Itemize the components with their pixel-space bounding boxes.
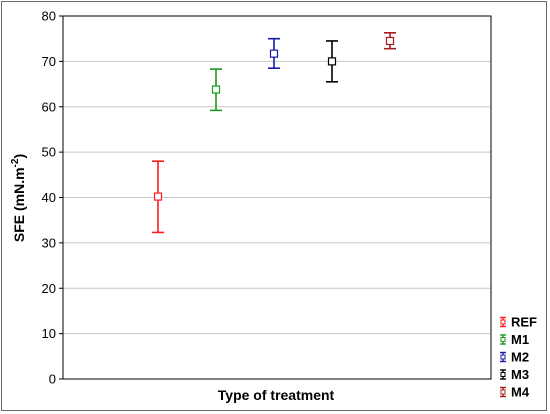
mean-marker (385, 36, 395, 46)
legend-swatch-marker (500, 372, 506, 377)
legend-swatch-marker (500, 354, 506, 360)
legend-item-m4: M4 (500, 385, 530, 400)
error-bar-m2 (268, 37, 280, 69)
error-bar-m1 (210, 68, 222, 112)
legend-item-m1: M1 (500, 332, 529, 347)
mean-marker (269, 49, 279, 58)
y-tick-label: 0 (49, 372, 56, 387)
gridlines (63, 60, 491, 335)
error-bars (152, 31, 396, 234)
legend-item-m3: M3 (500, 367, 529, 382)
legend-item-m2: M2 (500, 350, 529, 365)
legend: REF M1 M2 M3 M4 (500, 315, 537, 400)
error-bar-m3 (326, 40, 338, 83)
y-tick-label: 80 (42, 9, 56, 24)
y-tick-label: 20 (42, 281, 56, 296)
mean-marker (327, 57, 337, 66)
legend-swatch-marker (500, 319, 506, 325)
legend-label: M1 (511, 332, 529, 347)
mean-marker (211, 85, 221, 94)
legend-label: REF (511, 315, 537, 330)
y-axis-title: SFE (mN.m-2) (10, 154, 27, 242)
y-tick-label: 40 (42, 190, 56, 205)
y-axis-title-superscript: -2 (10, 158, 21, 167)
legend-swatch-marker (500, 389, 506, 395)
legend-swatch-marker (500, 337, 506, 342)
y-tick-label: 30 (42, 235, 56, 250)
legend-item-ref: REF (500, 315, 537, 330)
error-bar-m4 (384, 31, 396, 50)
legend-label: M4 (511, 385, 530, 400)
y-tick-label: 50 (42, 145, 56, 160)
x-axis-title: Type of treatment (218, 387, 335, 403)
y-axis: 0 10 20 30 40 50 60 70 80 (42, 9, 63, 387)
y-tick-label: 60 (42, 99, 56, 114)
y-tick-label: 70 (42, 54, 56, 69)
legend-label: M3 (511, 367, 529, 382)
error-bar-ref (152, 160, 164, 234)
mean-marker (153, 192, 163, 201)
legend-label: M2 (511, 350, 529, 365)
y-tick-label: 10 (42, 326, 56, 341)
